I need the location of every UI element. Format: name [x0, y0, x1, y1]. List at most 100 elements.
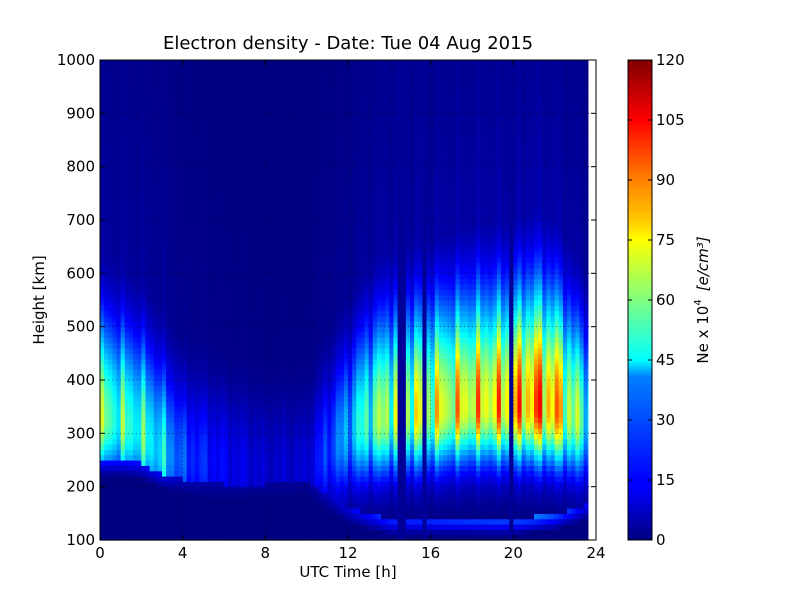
heatmap-cell: [281, 364, 287, 370]
heatmap-cell: [314, 444, 320, 450]
heatmap-cell: [215, 449, 221, 456]
heatmap-cell: [261, 353, 266, 360]
heatmap-cell: [211, 428, 217, 434]
heatmap-cell: [186, 422, 192, 429]
heatmap-cell: [166, 412, 171, 418]
heatmap-cell: [277, 438, 283, 445]
heatmap-cell: [211, 86, 217, 93]
heatmap-cell: [314, 124, 320, 130]
heatmap-cell: [273, 140, 279, 146]
heatmap-cell: [294, 390, 299, 397]
heatmap-cell: [211, 481, 217, 488]
heatmap-cell: [294, 230, 299, 237]
heatmap-cell: [128, 332, 134, 338]
heatmap-cell: [294, 428, 299, 434]
heatmap-cell: [323, 326, 328, 333]
heatmap-cell: [248, 300, 254, 306]
heatmap-cell: [298, 508, 304, 514]
heatmap-cell: [261, 140, 266, 146]
heatmap-cell: [211, 486, 217, 493]
heatmap-cell: [269, 476, 275, 482]
heatmap-cell: [319, 236, 324, 242]
heatmap-cell: [170, 342, 175, 349]
heatmap-cell: [162, 198, 167, 205]
heatmap-cell: [286, 300, 291, 306]
heatmap-cell: [215, 385, 221, 392]
heatmap-cell: [133, 145, 138, 152]
heatmap-cell: [257, 433, 262, 440]
heatmap-cell: [141, 166, 147, 173]
heatmap-cell: [232, 412, 237, 418]
heatmap-cell: [286, 92, 291, 98]
heatmap-cell: [290, 481, 295, 488]
heatmap-cell: [224, 326, 229, 333]
heatmap-cell: [162, 289, 167, 296]
heatmap-cell: [244, 492, 250, 498]
heatmap-cell: [190, 470, 196, 477]
heatmap-cell: [314, 412, 320, 418]
heatmap-cell: [281, 369, 287, 376]
heatmap-cell: [124, 332, 130, 338]
heatmap-cell: [182, 449, 188, 456]
heatmap-cell: [319, 449, 324, 456]
heatmap-cell: [219, 396, 225, 402]
heatmap-cell: [236, 193, 242, 200]
heatmap-cell: [128, 284, 134, 290]
heatmap-cell: [137, 225, 142, 232]
heatmap-cell: [277, 321, 283, 328]
heatmap-cell: [323, 156, 328, 162]
heatmap-cell: [244, 524, 250, 530]
heatmap-cell: [211, 476, 217, 482]
heatmap-cell: [162, 124, 167, 130]
heatmap-cell: [286, 188, 291, 194]
heatmap-cell: [273, 428, 279, 434]
heatmap-cell: [215, 156, 221, 162]
heatmap-cell: [174, 337, 180, 344]
heatmap-cell: [265, 209, 271, 216]
heatmap-cell: [244, 188, 250, 194]
heatmap-cell: [306, 188, 312, 194]
heatmap-cell: [319, 310, 324, 317]
heatmap-cell: [215, 358, 221, 365]
heatmap-cell: [261, 214, 266, 221]
heatmap-cell: [157, 497, 163, 504]
heatmap-cell: [219, 86, 225, 93]
heatmap-cell: [137, 294, 142, 301]
heatmap-cell: [137, 236, 142, 242]
heatmap-cell: [248, 481, 254, 488]
heatmap-cell: [182, 433, 188, 440]
heatmap-cell: [137, 316, 142, 322]
heatmap-cell: [124, 241, 130, 248]
heatmap-cell: [281, 374, 287, 381]
heatmap-cell: [215, 257, 221, 264]
heatmap-cell: [228, 310, 233, 317]
heatmap-cell: [219, 268, 225, 274]
heatmap-cell: [178, 108, 184, 114]
heatmap-cell: [265, 492, 271, 498]
heatmap-cell: [104, 86, 109, 93]
heatmap-cell: [211, 534, 217, 541]
heatmap-cell: [186, 396, 192, 402]
heatmap-cell: [240, 497, 246, 504]
heatmap-cell: [327, 369, 333, 376]
heatmap-cell: [302, 305, 308, 312]
heatmap-cell: [232, 150, 237, 157]
heatmap-cell: [310, 353, 316, 360]
heatmap-cell: [236, 225, 242, 232]
heatmap-cell: [261, 118, 266, 125]
heatmap-cell: [252, 529, 258, 536]
heatmap-cell: [298, 406, 304, 413]
heatmap-cell: [323, 108, 328, 114]
heatmap-cell: [240, 246, 246, 253]
heatmap-cell: [108, 412, 113, 418]
heatmap-cell: [137, 60, 142, 66]
heatmap-cell: [286, 492, 291, 498]
heatmap-cell: [310, 364, 316, 370]
heatmap-cell: [116, 412, 122, 418]
heatmap-cell: [178, 81, 184, 88]
heatmap-cell: [182, 518, 188, 525]
heatmap-cell: [211, 444, 217, 450]
heatmap-cell: [112, 454, 118, 461]
heatmap-cell: [277, 534, 283, 541]
heatmap-cell: [219, 182, 225, 189]
